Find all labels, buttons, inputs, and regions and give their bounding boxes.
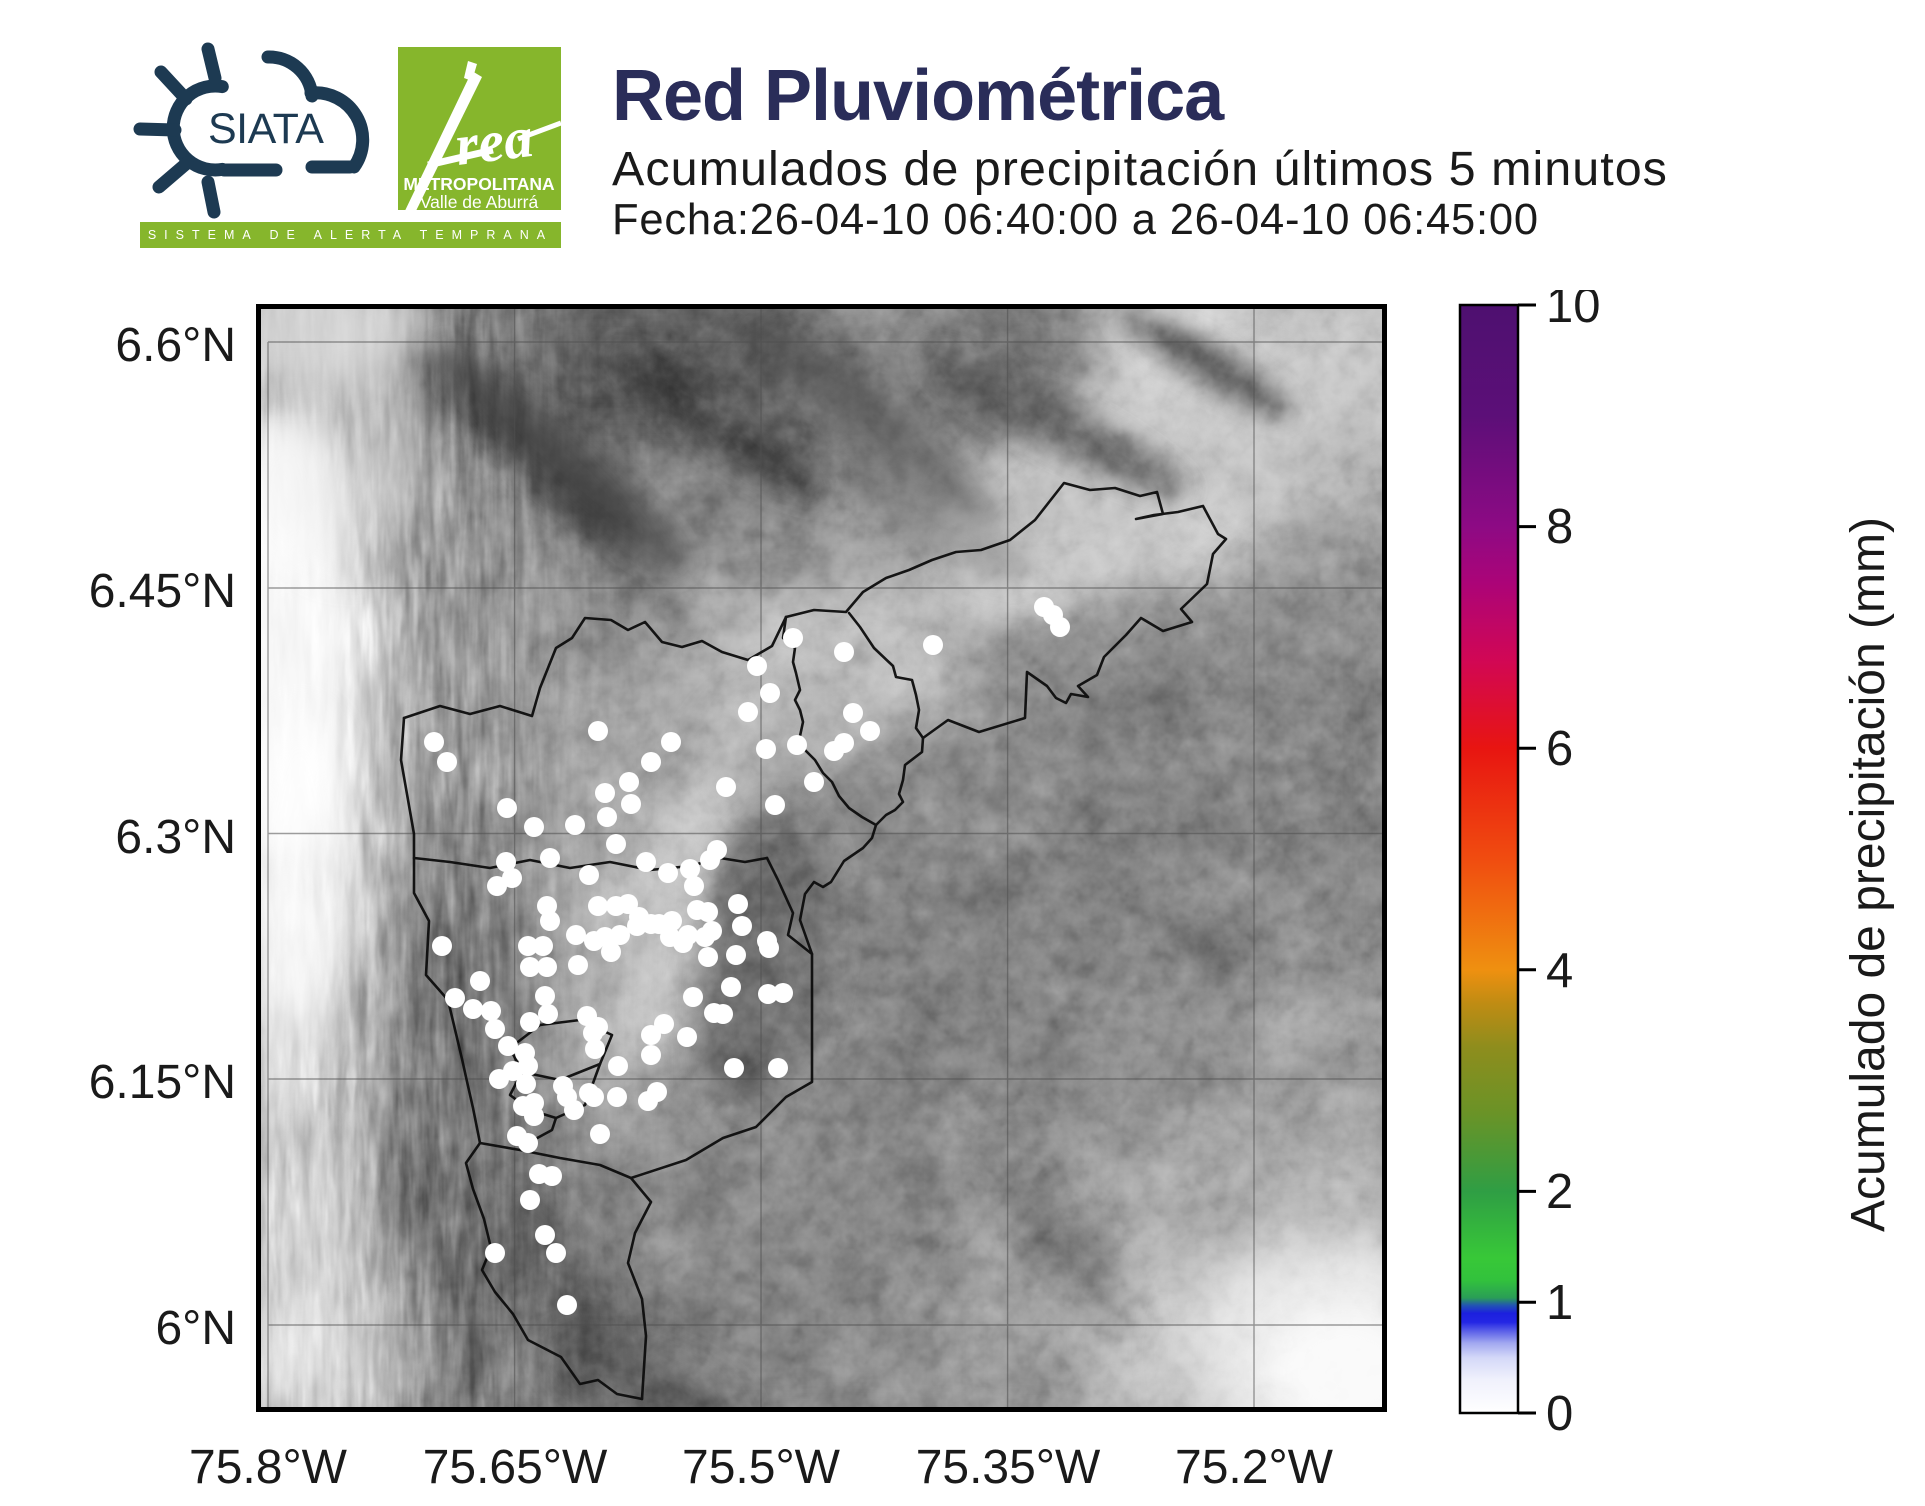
svg-text:8: 8 <box>1546 500 1573 554</box>
svg-text:METROPOLITANA: METROPOLITANA <box>403 174 555 194</box>
svg-text:6: 6 <box>1546 722 1573 776</box>
svg-text:10: 10 <box>1546 290 1601 333</box>
svg-text:1: 1 <box>1546 1276 1573 1330</box>
svg-text:rea: rea <box>452 104 537 178</box>
svg-text:4: 4 <box>1546 944 1573 998</box>
svg-text:0: 0 <box>1546 1387 1573 1441</box>
svg-text:SIATA: SIATA <box>208 105 324 153</box>
svg-text:Valle de Aburrá: Valle de Aburrá <box>420 192 539 210</box>
svg-text:2: 2 <box>1546 1165 1573 1219</box>
